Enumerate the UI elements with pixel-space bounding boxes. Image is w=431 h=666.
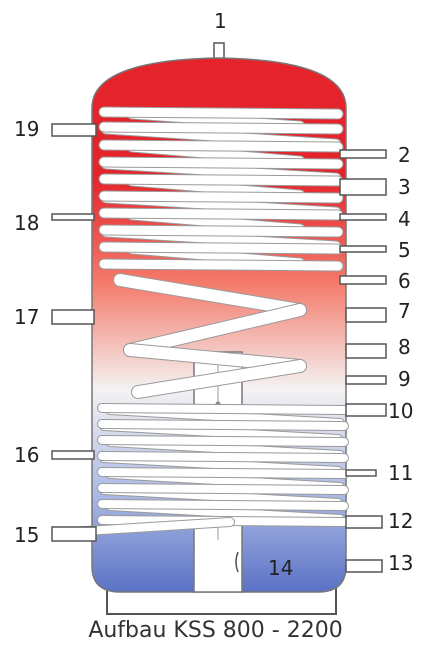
middle-coil-zig: [124, 304, 306, 356]
port-7: [345, 307, 387, 323]
label-6: 6: [398, 269, 411, 293]
upper-coil-winding: [99, 259, 343, 271]
port-13: [345, 559, 383, 573]
label-8: 8: [398, 335, 411, 359]
label-9: 9: [398, 367, 411, 391]
label-1: 1: [214, 9, 227, 33]
label-12: 12: [388, 509, 413, 533]
upper-coil-winding: [99, 225, 343, 237]
lower-coil-winding: [98, 500, 348, 510]
port-11: [345, 469, 377, 477]
middle-coil-zig: [124, 344, 306, 372]
upper-coil-winding: [99, 242, 343, 254]
port-12: [345, 515, 383, 529]
lower-coil-winding: [98, 436, 348, 446]
port-17: [51, 309, 95, 325]
upper-coil-winding: [99, 140, 343, 152]
label-2: 2: [398, 143, 411, 167]
label-17: 17: [14, 305, 39, 329]
label-19: 19: [14, 117, 39, 141]
port-3: [339, 178, 387, 196]
port-18: [51, 213, 95, 221]
upper-coil-winding: [99, 191, 343, 203]
upper-coil-winding: [99, 107, 343, 119]
label-5: 5: [398, 238, 411, 262]
label-7: 7: [398, 299, 411, 323]
upper-coil-winding: [99, 208, 343, 220]
port-9: [345, 375, 387, 385]
port-group: [51, 123, 387, 573]
port-10: [345, 403, 387, 417]
tank-stand: [106, 578, 337, 615]
label-13: 13: [388, 551, 413, 575]
lower-coil-winding: [98, 404, 348, 414]
label-4: 4: [398, 207, 411, 231]
label-14: 14: [268, 556, 293, 580]
diagram-caption: Aufbau KSS 800 - 2200: [88, 618, 343, 643]
port-15: [51, 526, 97, 542]
upper-coil-winding: [99, 174, 343, 186]
port-6: [339, 275, 387, 285]
label-18: 18: [14, 211, 39, 235]
label-15: 15: [14, 523, 39, 547]
coil-group: [65, 106, 349, 537]
port-2: [339, 149, 387, 159]
port-8: [345, 343, 387, 359]
middle-coil-zig: [132, 360, 306, 398]
lower-coil-winding: [98, 468, 348, 478]
port-4: [339, 213, 387, 221]
heating-element-14: [235, 551, 239, 573]
label-11: 11: [388, 461, 413, 485]
upper-coil-winding: [99, 122, 343, 134]
label-10: 10: [388, 399, 413, 423]
lower-coil-winding: [98, 420, 348, 430]
label-16: 16: [14, 443, 39, 467]
port-5: [339, 245, 387, 253]
lower-coil-winding: [98, 452, 348, 462]
middle-coil-zig: [114, 274, 306, 316]
lower-coil-winding: [98, 484, 348, 494]
label-3: 3: [398, 175, 411, 199]
port-19: [51, 123, 97, 137]
port-16: [51, 450, 95, 460]
upper-coil-winding: [99, 157, 343, 169]
